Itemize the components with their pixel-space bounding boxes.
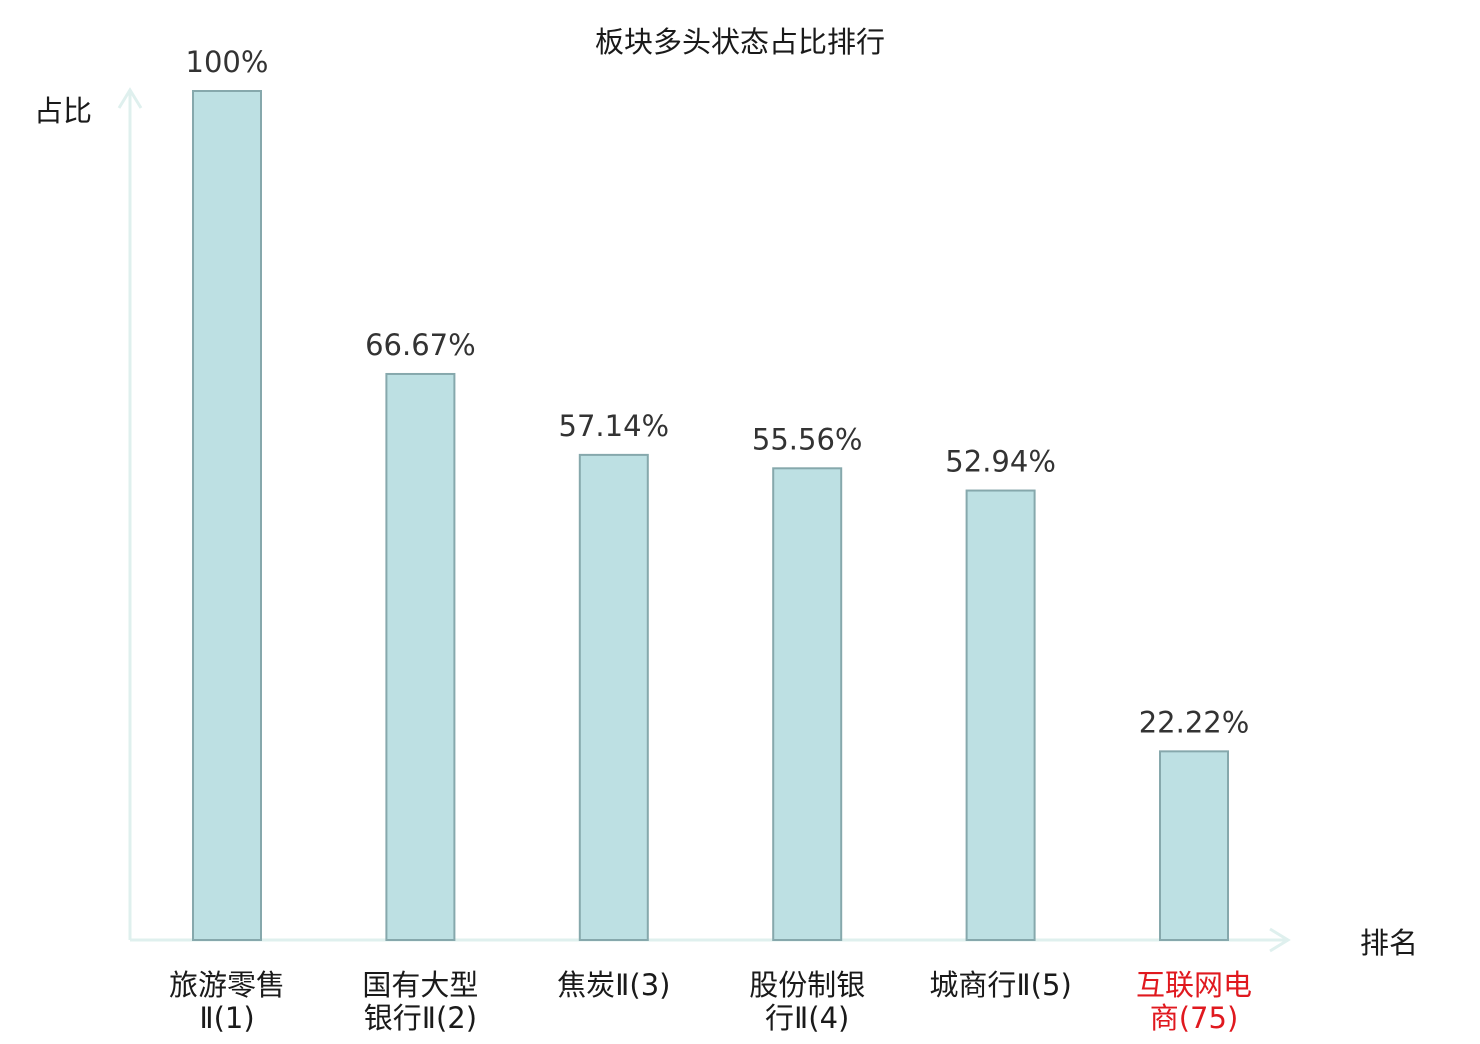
category-label: 商(75)	[1150, 1001, 1239, 1035]
y-axis-arrow	[117, 87, 143, 109]
value-labels: 100% 66.67% 57.14% 55.56% 52.94% 22.22%	[186, 45, 1250, 739]
value-label: 52.94%	[945, 445, 1056, 479]
category-label: Ⅱ(1)	[199, 1001, 254, 1035]
category-label: 旅游零售	[169, 968, 285, 1002]
category-label: 行Ⅱ(4)	[765, 1001, 849, 1035]
category-label: 焦炭Ⅱ(3)	[557, 968, 670, 1002]
value-label: 55.56%	[752, 422, 863, 456]
chart-title: 板块多头状态占比排行	[595, 25, 885, 59]
bar	[385, 372, 456, 942]
bar	[578, 453, 649, 941]
category-label: 银行Ⅱ(2)	[364, 1001, 477, 1035]
y-axis-label: 占比	[34, 94, 92, 128]
category-label: 城商行Ⅱ(5)	[929, 968, 1071, 1002]
bar	[965, 489, 1036, 941]
x-axis-arrow	[1269, 927, 1291, 953]
bars	[192, 90, 1229, 942]
bar	[1159, 750, 1229, 941]
category-label: 股份制银	[749, 968, 865, 1002]
axes	[117, 87, 1291, 953]
category-label: 国有大型	[362, 968, 478, 1002]
value-label: 57.14%	[559, 409, 670, 443]
bar	[192, 90, 262, 941]
value-label: 66.67%	[365, 328, 476, 362]
value-label: 22.22%	[1139, 705, 1250, 739]
x-axis-label: 排名	[1360, 926, 1418, 960]
bar	[772, 467, 843, 941]
category-label: 互联网电	[1136, 968, 1252, 1002]
value-label: 100%	[186, 45, 269, 79]
